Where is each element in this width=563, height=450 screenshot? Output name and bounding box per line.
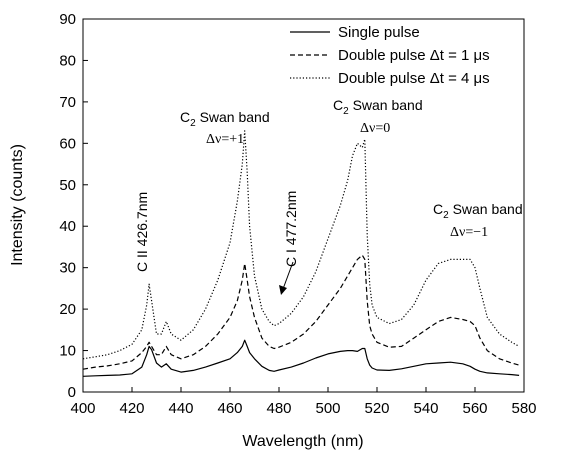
x-axis-title: Wavelength (nm) xyxy=(242,433,363,450)
plot-frame xyxy=(82,18,525,393)
annotation-c2-swan-0: C2 Swan band xyxy=(333,97,423,117)
annotation-c2-swan-minus1: C2 Swan band xyxy=(433,201,523,221)
series-line-1 xyxy=(82,254,520,370)
legend-label-double-pulse-4us: Double pulse Δt = 4 μs xyxy=(338,70,490,87)
x-tick-label: 420 xyxy=(119,400,144,417)
y-tick-label: 40 xyxy=(59,218,76,235)
y-tick-labels: 0 10 20 30 40 50 60 70 80 90 xyxy=(59,11,76,401)
x-tick-label: 520 xyxy=(364,400,389,417)
x-tick-label: 540 xyxy=(413,400,438,417)
y-tick-label: 60 xyxy=(59,135,76,152)
legend-label-single-pulse: Single pulse xyxy=(338,24,420,41)
annotation-cii-426: C II 426.7nm xyxy=(134,192,150,272)
x-tick-label: 560 xyxy=(462,400,487,417)
y-tick-label: 90 xyxy=(59,11,76,28)
y-axis-title: Intensity (counts) xyxy=(9,144,26,266)
annotation-dv-0: Δν=0 xyxy=(360,121,390,136)
arrow-head-ci-477 xyxy=(279,285,287,295)
x-tick-label: 500 xyxy=(315,400,340,417)
y-tick-label: 30 xyxy=(59,260,76,277)
legend: Single pulse Double pulse Δt = 1 μs Doub… xyxy=(290,24,490,87)
x-tick-labels: 400 420 440 460 480 500 520 540 560 580 xyxy=(70,400,536,417)
annotation-ci-477: C I 477.2nm xyxy=(283,191,299,267)
series-line-0 xyxy=(82,339,520,377)
series-lines xyxy=(82,130,520,377)
annotation-c2-swan-plus1: C2 Swan band xyxy=(180,109,270,129)
annotation-dv-plus1: Δν=+1 xyxy=(206,132,244,147)
x-tick-label: 460 xyxy=(217,400,242,417)
series-line-2 xyxy=(82,130,520,360)
axis-ticks xyxy=(82,18,525,393)
x-tick-label: 480 xyxy=(266,400,291,417)
y-tick-label: 80 xyxy=(59,52,76,69)
annotations: C2 Swan band Δν=+1 C2 Swan band Δν=0 C2 … xyxy=(134,97,523,295)
arrow-ci-477 xyxy=(282,261,294,290)
legend-label-double-pulse-1us: Double pulse Δt = 1 μs xyxy=(338,47,490,64)
y-tick-label: 10 xyxy=(59,343,76,360)
y-tick-label: 50 xyxy=(59,177,76,194)
x-tick-label: 580 xyxy=(511,400,536,417)
annotation-dv-minus1: Δν=−1 xyxy=(450,225,488,240)
y-tick-label: 20 xyxy=(59,301,76,318)
y-tick-label: 0 xyxy=(68,384,76,401)
x-tick-label: 400 xyxy=(70,400,95,417)
y-tick-label: 70 xyxy=(59,94,76,111)
x-tick-label: 440 xyxy=(168,400,193,417)
